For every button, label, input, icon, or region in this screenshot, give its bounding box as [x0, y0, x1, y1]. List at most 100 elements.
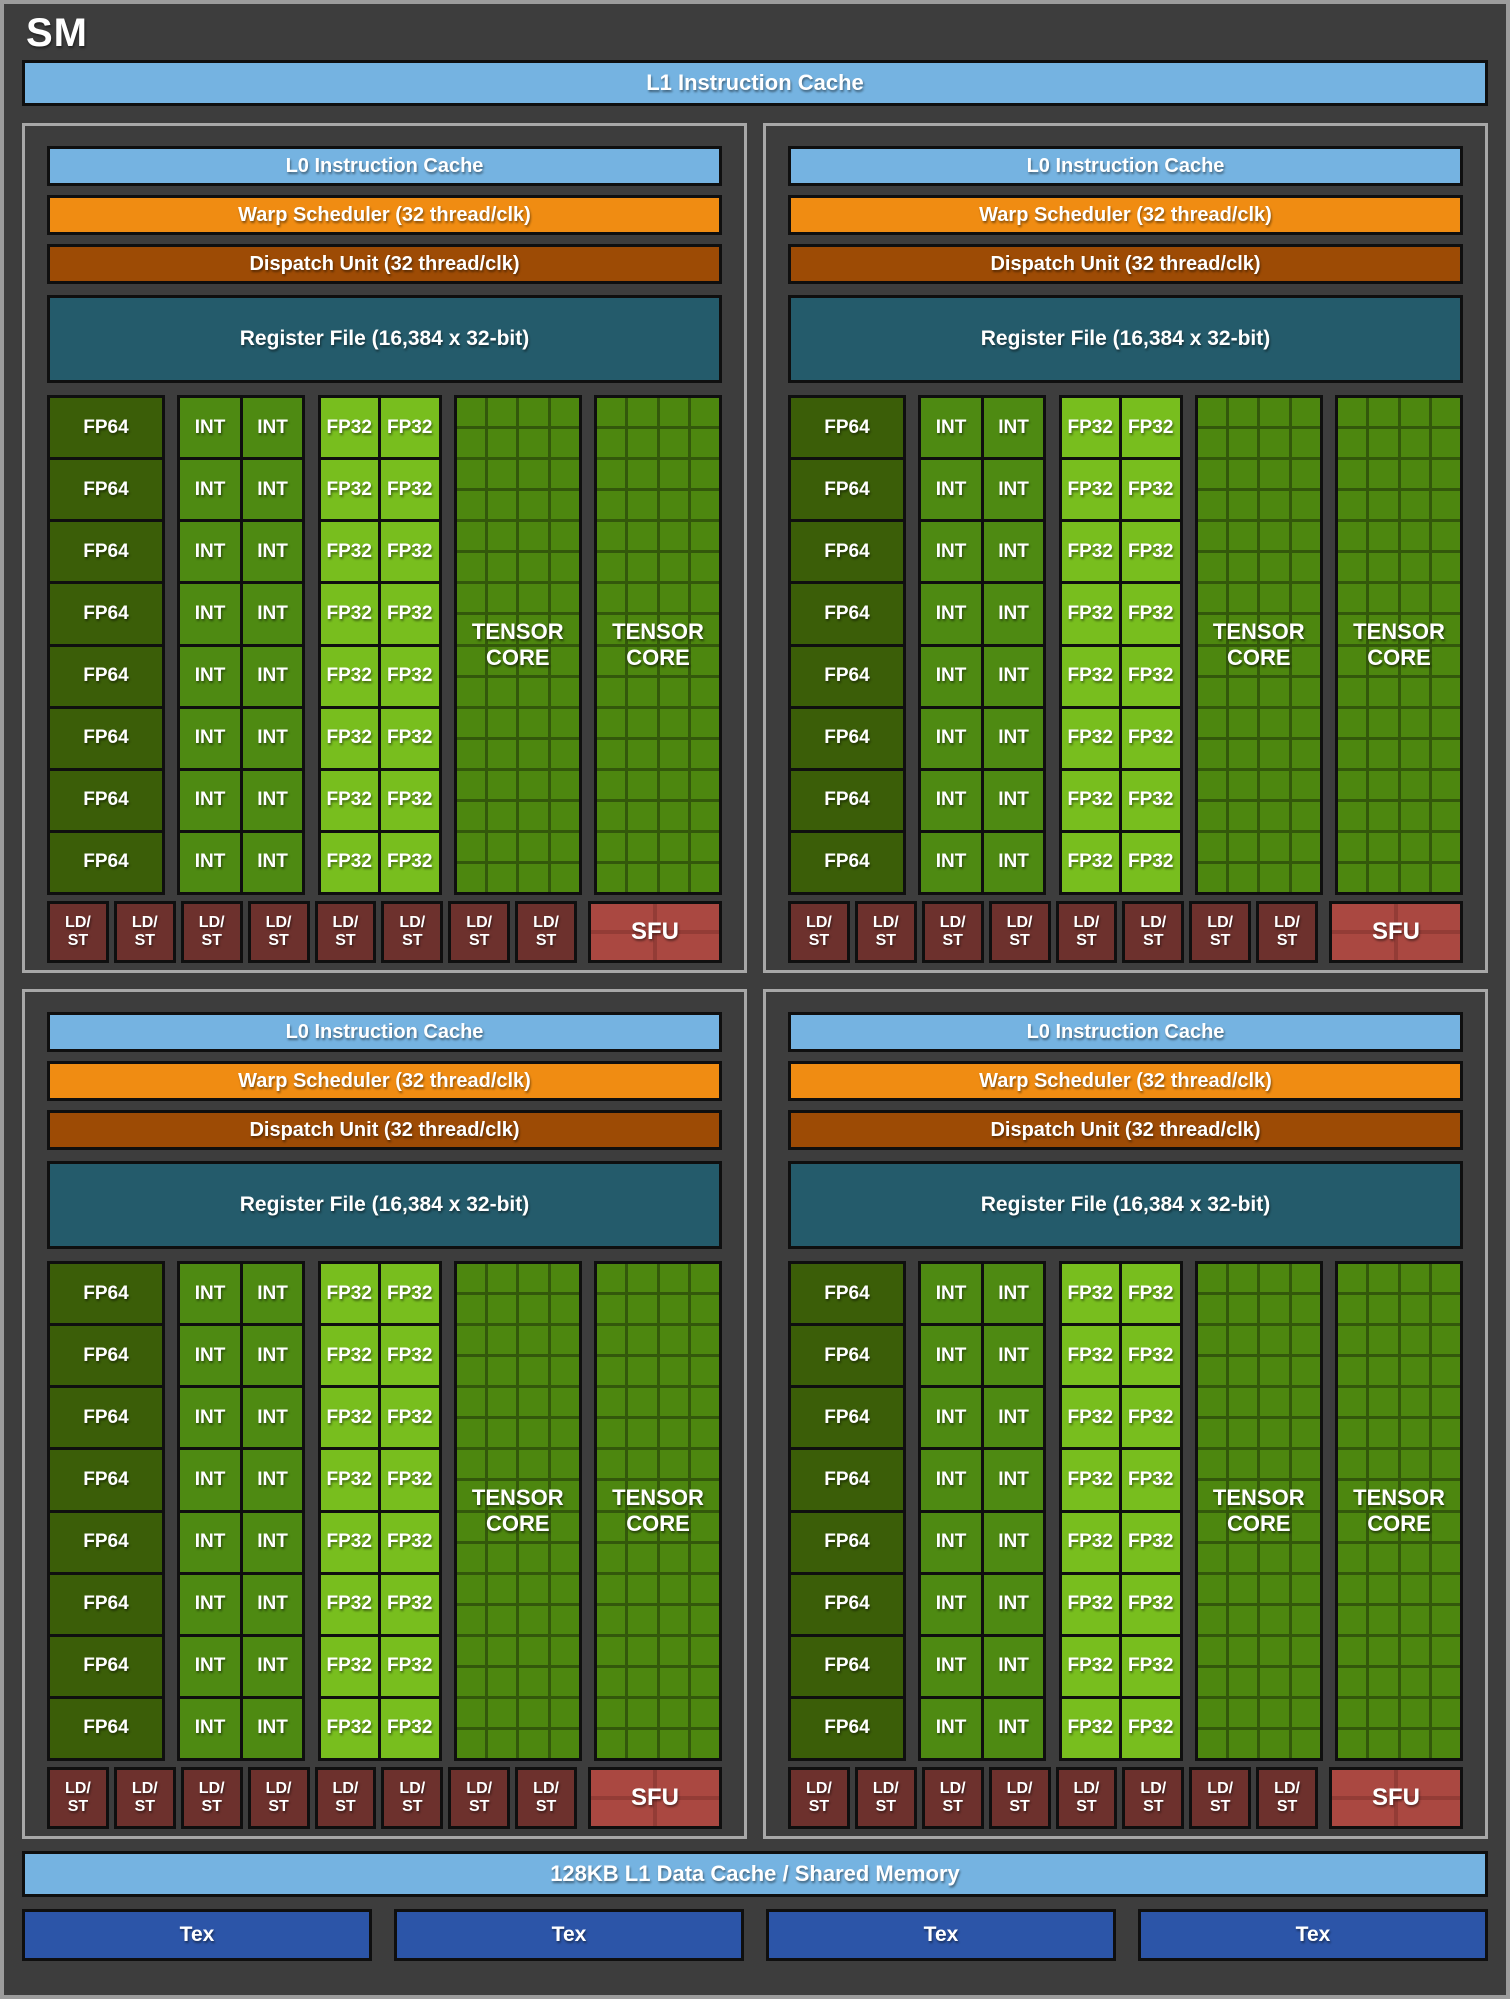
tensor-core-cell: [1338, 677, 1367, 706]
tensor-core-cell: [628, 801, 657, 830]
tensor-core-cell: [597, 1667, 626, 1696]
l0-instruction-cache-bar: L0 Instruction Cache: [47, 146, 722, 186]
tensor-core-cell: [1400, 615, 1429, 644]
tensor-core-cell: [1291, 1450, 1320, 1479]
tensor-core-cell: [456, 460, 485, 489]
ldst-label-line1: LD/: [533, 913, 559, 931]
tensor-core-cell: [1338, 832, 1367, 861]
tensor-core-cell: [1229, 801, 1258, 830]
tensor-core-label-line2: CORE: [485, 1511, 550, 1536]
tensor-core-cell: [1197, 1264, 1226, 1293]
fp64-cell: FP64: [50, 1264, 162, 1324]
tensor-core-cell: [488, 770, 517, 799]
int-group: INT INT INT INT INT INT INT INT INT INT INT INT INT I…: [918, 395, 1047, 895]
tensor-core-cell: [1369, 770, 1398, 799]
tensor-core-cell: [1431, 584, 1460, 613]
sm-title: SM: [26, 11, 88, 55]
tensor-core-cell: [1338, 1636, 1367, 1665]
tensor-core-cell: [488, 491, 517, 520]
int-group: INT INT INT INT INT INT INT INT INT INT INT INT INT I…: [177, 1261, 306, 1761]
tensor-core-cell: [1369, 708, 1398, 737]
ldst-label-line1: LD/: [198, 1779, 225, 1797]
tensor-core-cell: [690, 1481, 719, 1510]
tensor-core-cell: [597, 863, 626, 892]
tensor-core-cell: [1431, 1698, 1460, 1727]
int-cell: INT: [180, 1512, 240, 1572]
fp32-cell: FP32: [1061, 1574, 1119, 1634]
tensor-core-cell: [488, 708, 517, 737]
fp64-column: FP64 FP64 FP64 FP64 FP64 FP64 FP64 FP64: [788, 395, 906, 895]
tensor-core-cell: [488, 1388, 517, 1417]
tensor-core-cell: [1260, 1729, 1289, 1758]
tensor-core-cell: [488, 863, 517, 892]
tensor-core-cell: [550, 1481, 579, 1510]
fp64-cell: FP64: [50, 460, 162, 520]
tensor-core-cell: [1229, 1574, 1258, 1603]
int-group: INT INT INT INT INT INT INT INT INT INT INT INT INT I…: [177, 395, 306, 895]
fp32-cell: FP32: [381, 522, 439, 582]
tensor-core-cell: [488, 677, 517, 706]
int-cell: INT: [983, 646, 1044, 706]
tensor-core-cell: [597, 522, 626, 551]
tensor-core-cell: [456, 832, 485, 861]
tensor-core-cell: [1291, 1512, 1320, 1541]
tensor-core-cell: [659, 1667, 688, 1696]
tensor-core-cell: [1229, 1357, 1258, 1386]
tensor-core-cell: [628, 429, 657, 458]
tensor-core-cell: [550, 863, 579, 892]
tensor-core-cell: [550, 708, 579, 737]
tensor-core-cell: [1229, 1388, 1258, 1417]
int-cell: INT: [983, 1698, 1044, 1758]
tensor-core-cell: [628, 398, 657, 427]
ldst-unit: LD/ST: [47, 1767, 109, 1829]
tensor-core-cell: [690, 677, 719, 706]
tensor-core-cell: [1338, 646, 1367, 675]
tensor-core-cell: [1291, 708, 1320, 737]
fp64-cell: FP64: [791, 1388, 903, 1448]
ldst-unit: LD/ST: [448, 901, 511, 963]
tensor-core-cell: [1338, 1295, 1367, 1324]
tensor-core-cell: [488, 553, 517, 582]
tensor-core-cell: [1400, 1729, 1429, 1758]
tensor-core-cell: [659, 1326, 688, 1355]
tensor-core-label: TENSOR CORE: [1198, 1264, 1320, 1758]
tensor-core-cell: [1260, 1698, 1289, 1727]
tensor-core-cell: [1431, 460, 1460, 489]
tensor-core-cell: [456, 1512, 485, 1541]
tensor-core-cell: [690, 398, 719, 427]
tensor-core-cell: [1369, 1543, 1398, 1572]
tensor-core-cell: [1369, 1295, 1398, 1324]
tensor-core-cell: [1229, 1295, 1258, 1324]
tensor-core-cell: [628, 1729, 657, 1758]
tensor-core-cell: [488, 398, 517, 427]
tensor-core-cell: [1260, 1605, 1289, 1634]
tensor-core-cell: [1291, 1698, 1320, 1727]
int-cell: INT: [180, 398, 240, 458]
tensor-core-cell: [1369, 832, 1398, 861]
tensor-core-cell: [1431, 429, 1460, 458]
int-cell: INT: [983, 584, 1044, 644]
ldst-label-line2: ST: [1143, 932, 1164, 949]
fp32-cell: FP32: [320, 770, 378, 830]
fp64-cell: FP64: [791, 1512, 903, 1572]
ldst-unit: LD/ST: [113, 1767, 176, 1829]
tensor-core-cell: [1431, 1388, 1460, 1417]
tensor-core-cell: [1197, 553, 1226, 582]
tensor-core-cell: [1197, 491, 1226, 520]
tensor-core-cell: [1291, 832, 1320, 861]
fp32-cell: FP32: [381, 1636, 439, 1696]
tensor-core-cell: [1197, 1512, 1226, 1541]
tensor-core-cell: [519, 677, 548, 706]
tensor-core-cell: [1369, 615, 1398, 644]
tensor-core-block: TENSOR CORE: [1194, 395, 1323, 895]
tensor-core-label-line2: CORE: [626, 645, 690, 670]
tensor-core-cell: [1229, 1729, 1258, 1758]
tensor-core-cell: [519, 584, 548, 613]
ldst-label-line1: LD/: [1006, 1779, 1033, 1797]
sfu-unit: SFU: [588, 901, 722, 963]
tensor-core-cell: [597, 1357, 626, 1386]
tensor-core-label-line1: TENSOR: [471, 618, 564, 644]
tensor-core-cell: [1338, 1667, 1367, 1696]
ldst-unit: LD/ST: [1256, 1767, 1318, 1829]
dispatch-unit-bar: Dispatch Unit (32 thread/clk): [788, 1110, 1463, 1150]
